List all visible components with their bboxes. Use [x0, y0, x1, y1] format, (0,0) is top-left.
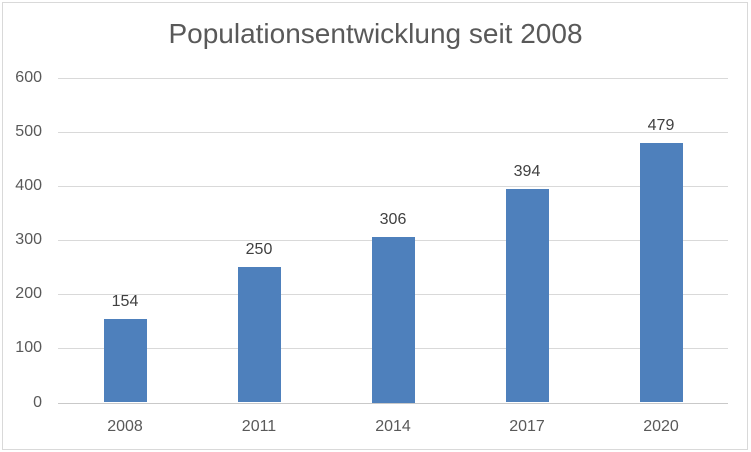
bar-2011 [238, 267, 281, 402]
gridline-600 [58, 78, 728, 79]
y-axis-tick-label: 500 [15, 123, 42, 140]
x-axis-category-label: 2020 [643, 418, 679, 435]
x-axis-category-label: 2008 [107, 418, 143, 435]
bar-2014 [372, 237, 415, 403]
bar-value-label: 250 [245, 241, 273, 258]
bar-2017 [506, 189, 549, 402]
chart-title: Populationsentwicklung seit 2008 [168, 18, 583, 49]
y-axis-tick-label: 100 [15, 339, 42, 356]
bar-2008 [104, 319, 147, 402]
x-axis-category-label: 2014 [375, 418, 411, 435]
bar-value-label: 154 [111, 293, 139, 310]
x-axis-category-label: 2017 [509, 418, 545, 435]
bar-2020 [640, 143, 683, 402]
x-axis-line [58, 403, 728, 404]
bar-value-label: 394 [513, 163, 541, 180]
gridline-400 [58, 186, 728, 187]
x-axis-category-label: 2011 [241, 418, 277, 435]
y-axis-tick-label: 600 [15, 69, 42, 86]
gridline-500 [58, 132, 728, 133]
y-axis-tick-label: 300 [15, 231, 42, 248]
bar-value-label: 306 [379, 211, 407, 228]
y-axis-tick-label: 400 [15, 177, 42, 194]
y-axis-tick-label: 200 [15, 285, 42, 302]
bar-value-label: 479 [647, 117, 675, 134]
y-axis-tick-label: 0 [33, 394, 42, 411]
